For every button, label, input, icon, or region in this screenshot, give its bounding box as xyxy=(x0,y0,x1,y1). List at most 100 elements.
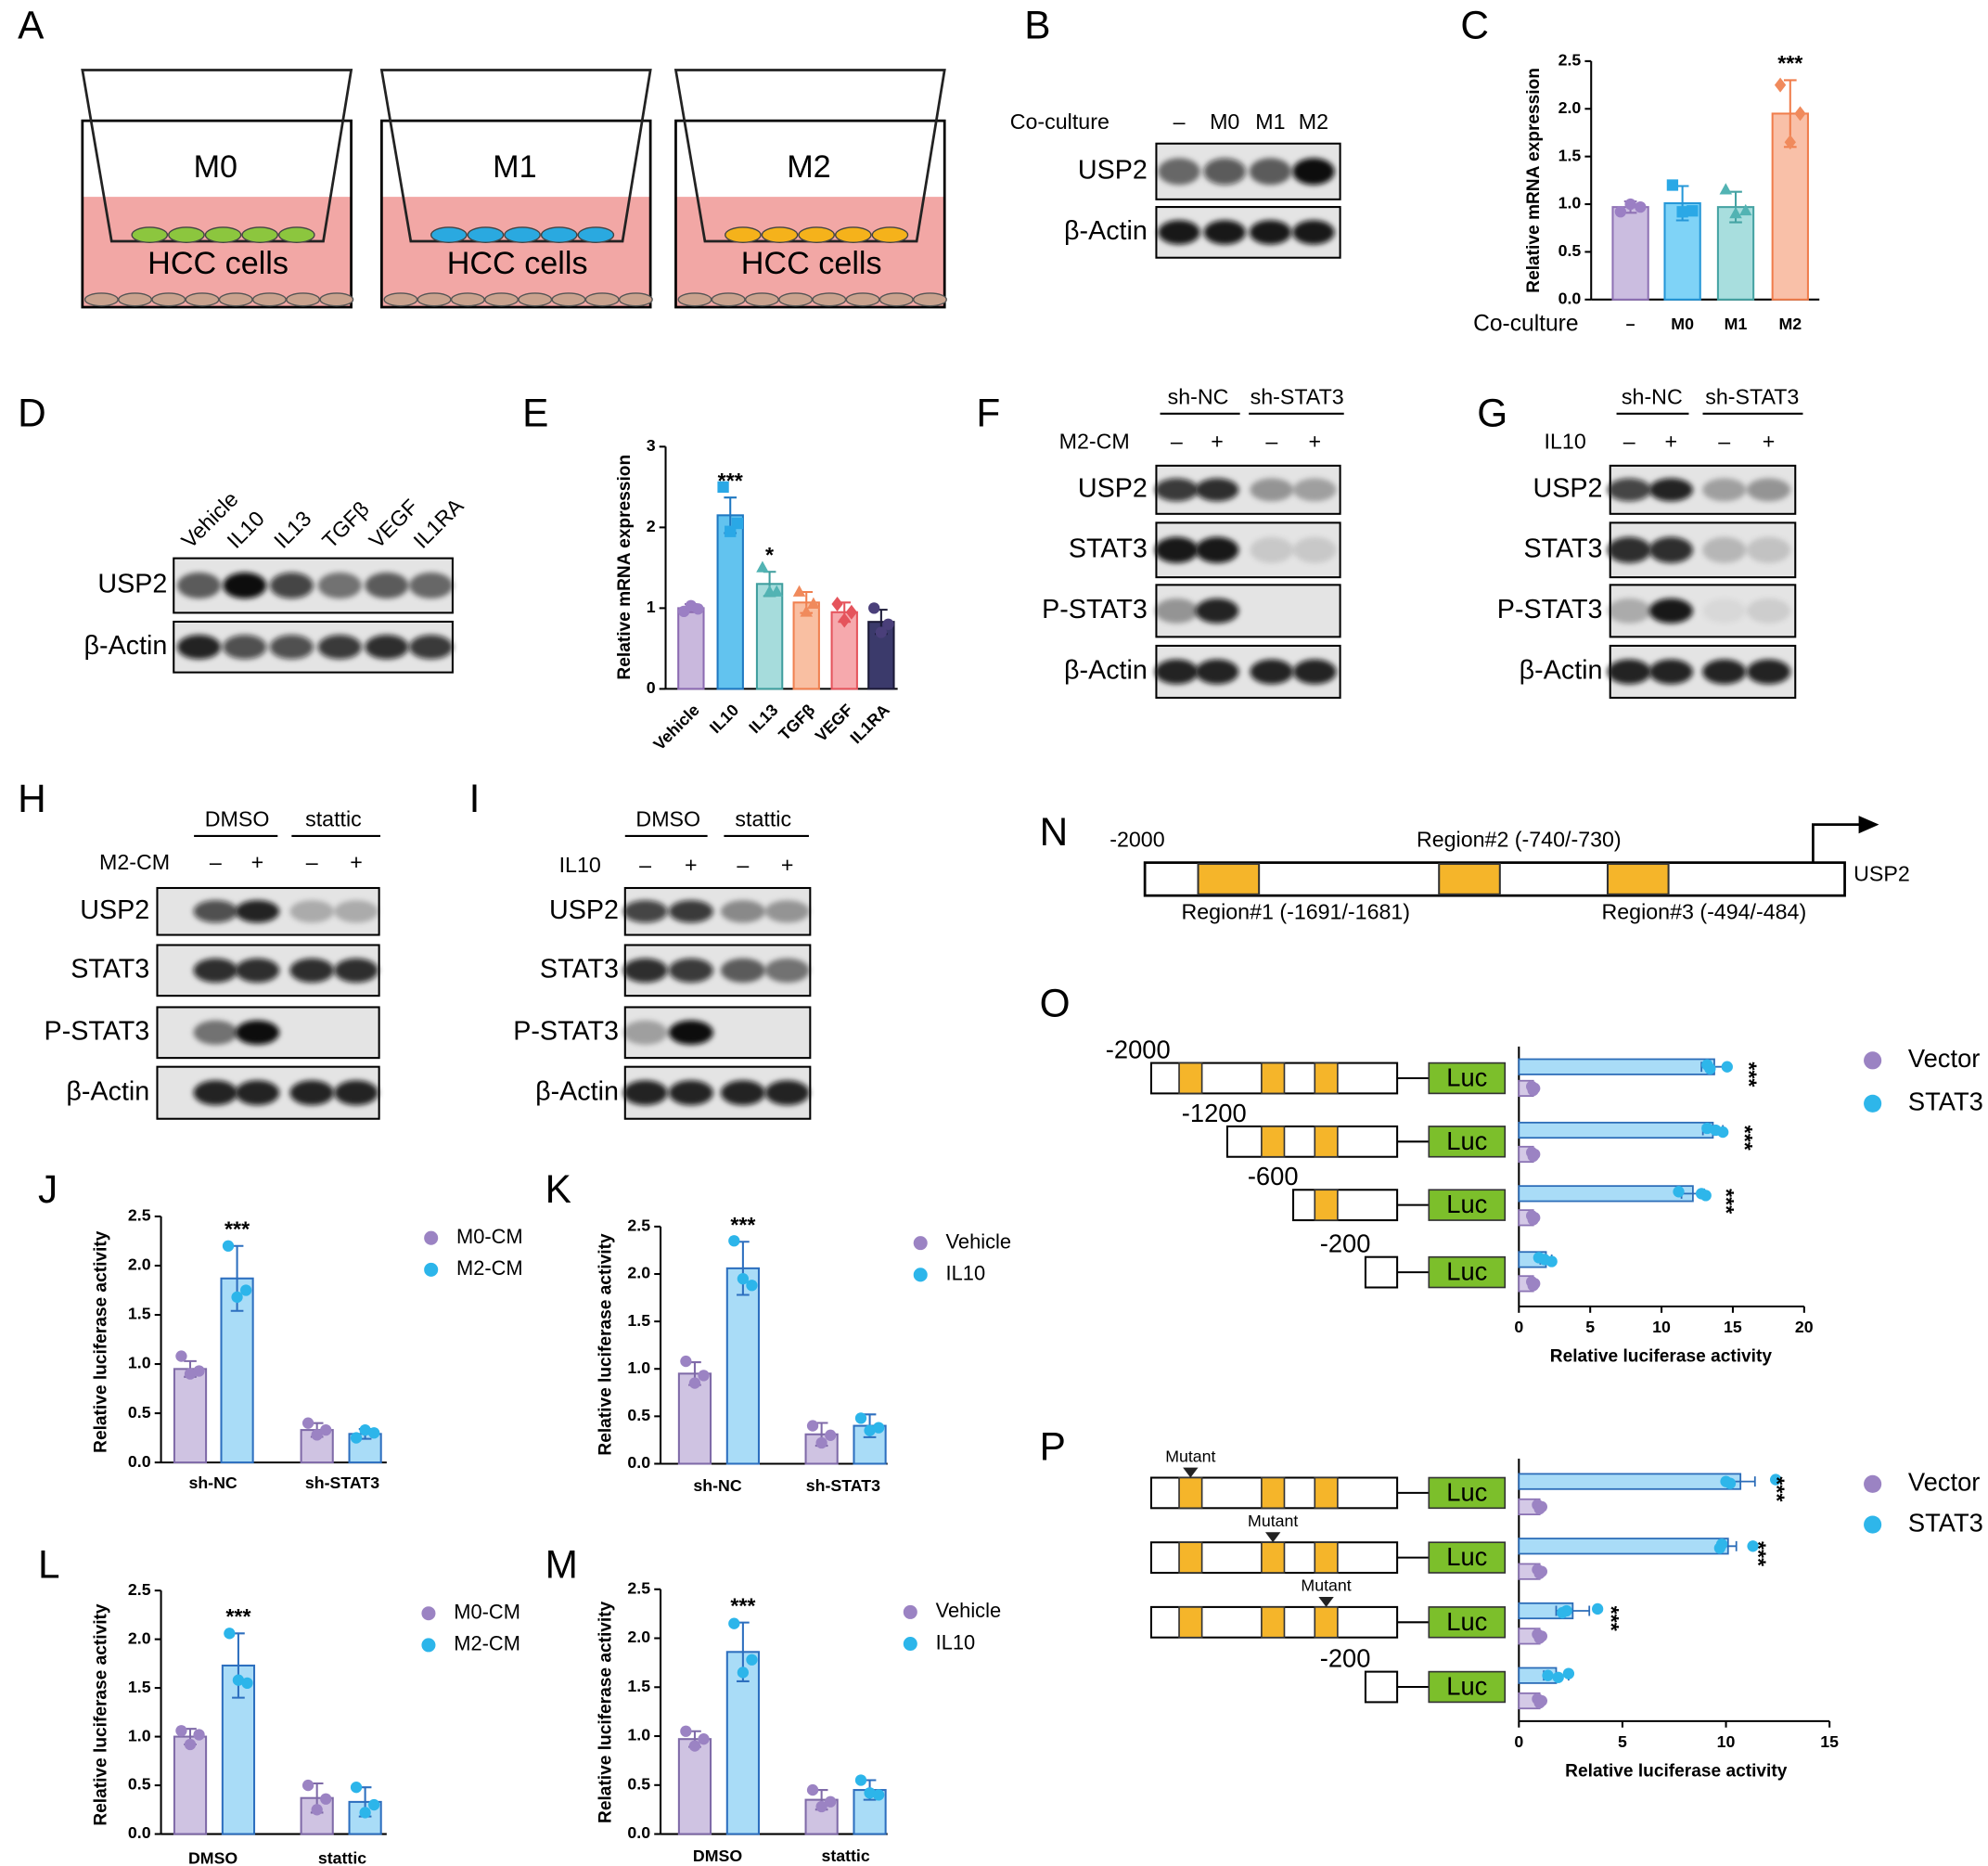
blot-band xyxy=(177,572,222,599)
data-point xyxy=(806,1783,819,1796)
y-tick-label: 1.5 xyxy=(627,1311,650,1330)
bar xyxy=(677,1372,712,1465)
lane-label: – xyxy=(306,850,318,874)
blot-row-label: STAT3 xyxy=(540,954,619,984)
data-point xyxy=(239,1284,252,1296)
blot-row-label: USP2 xyxy=(1533,473,1603,503)
y-tick-label: 0.5 xyxy=(128,1775,151,1794)
macrophage xyxy=(241,226,278,244)
group-label: sh-NC xyxy=(1168,385,1229,409)
blot-band xyxy=(1292,158,1335,186)
blot-band xyxy=(1203,220,1246,245)
x-tick-label: – xyxy=(1626,315,1635,333)
blot-band xyxy=(1250,659,1294,685)
hcc-cell xyxy=(484,292,519,307)
panel-label: H xyxy=(18,777,46,820)
data-point xyxy=(807,597,820,609)
construct xyxy=(1364,1255,1399,1289)
mutation-marker xyxy=(1264,1532,1281,1543)
blot-band xyxy=(317,635,362,660)
significance: * xyxy=(765,543,775,567)
mutation-marker xyxy=(1183,1467,1199,1478)
blot-band xyxy=(223,572,267,599)
legend-marker xyxy=(424,1230,439,1245)
region-box xyxy=(1178,1606,1203,1639)
macrophage xyxy=(131,226,169,244)
blot-band xyxy=(1195,659,1239,685)
bar xyxy=(1611,206,1649,301)
lane-label: VEGF xyxy=(365,495,423,553)
data-point xyxy=(1701,1122,1713,1135)
macrophage xyxy=(871,226,909,244)
hcc-cell xyxy=(551,292,586,307)
hcc-cell xyxy=(383,292,418,307)
blot-band xyxy=(1249,220,1292,245)
data-point xyxy=(1747,1540,1759,1552)
blot-band xyxy=(1154,536,1199,563)
construct xyxy=(1292,1189,1399,1222)
x-tick-label: 5 xyxy=(1585,1318,1595,1336)
y-tick-label: 0.5 xyxy=(1558,241,1582,260)
hcc-cell xyxy=(319,292,354,307)
data-point xyxy=(1699,1190,1712,1202)
x-axis-label: Relative luciferase activity xyxy=(1550,1347,1773,1367)
bar xyxy=(755,583,784,690)
blot-band xyxy=(334,900,378,923)
cell-label: HCC cells xyxy=(741,246,882,281)
x-tick-label: sh-STAT3 xyxy=(305,1473,379,1492)
significance: *** xyxy=(730,1593,756,1617)
data-point xyxy=(882,618,894,630)
significance: *** xyxy=(1746,1541,1770,1567)
hcc-cell xyxy=(251,292,287,307)
panel-label: D xyxy=(18,392,46,435)
y-tick-label: 1.0 xyxy=(128,1354,151,1372)
blot-row-label: β-Actin xyxy=(84,631,168,661)
y-axis-label: Relative luciferase activity xyxy=(596,1601,615,1823)
luc-box xyxy=(1428,1670,1507,1704)
y-axis-label: Relative luciferase activity xyxy=(91,1230,110,1453)
luc-box xyxy=(1428,1606,1507,1639)
data-point xyxy=(311,1429,323,1441)
data-point xyxy=(1614,206,1627,218)
bar xyxy=(1518,1473,1742,1490)
blot-row-label: β-Actin xyxy=(1064,656,1148,686)
data-point xyxy=(359,1423,371,1436)
panel-label: O xyxy=(1040,981,1071,1024)
blot-band xyxy=(721,1021,765,1045)
blot-band xyxy=(235,900,280,923)
y-tick-label: 2.0 xyxy=(1558,98,1582,117)
data-point xyxy=(1687,205,1699,217)
insert xyxy=(673,69,946,243)
region-box xyxy=(1314,1062,1339,1095)
blot-band xyxy=(1607,478,1651,502)
data-point xyxy=(864,1787,876,1799)
blot-band xyxy=(1702,536,1747,563)
data-point xyxy=(872,1422,885,1434)
macrophage xyxy=(725,226,762,244)
y-tick-label: 0.0 xyxy=(128,1452,151,1471)
blot-band xyxy=(1195,478,1239,502)
y-tick-label: 1 xyxy=(647,598,656,616)
cell-label: HCC cells xyxy=(147,246,289,281)
data-point xyxy=(864,1424,876,1436)
legend-marker xyxy=(1864,1515,1882,1534)
hcc-cell xyxy=(879,292,914,307)
data-point xyxy=(728,1617,740,1629)
data-point xyxy=(1784,135,1796,150)
region-box xyxy=(1261,1606,1286,1639)
y-tick-label: 2 xyxy=(647,517,656,535)
x-tick-label: 5 xyxy=(1618,1732,1627,1751)
blot-band xyxy=(409,572,454,599)
region-box xyxy=(1261,1126,1286,1158)
construct-label: -200 xyxy=(1320,1229,1371,1258)
blot-band xyxy=(1648,536,1693,563)
x-tick-label: 10 xyxy=(1717,1732,1736,1751)
x-tick-label: DMSO xyxy=(188,1849,237,1866)
blot-band xyxy=(1250,478,1294,502)
significance: *** xyxy=(1738,1062,1762,1087)
luc-label: Luc xyxy=(1446,1126,1487,1155)
construct-label: -2000 xyxy=(1106,1036,1171,1064)
data-point xyxy=(770,585,784,597)
blot-band xyxy=(668,1020,713,1045)
legend-label: M2-CM xyxy=(454,1632,520,1655)
